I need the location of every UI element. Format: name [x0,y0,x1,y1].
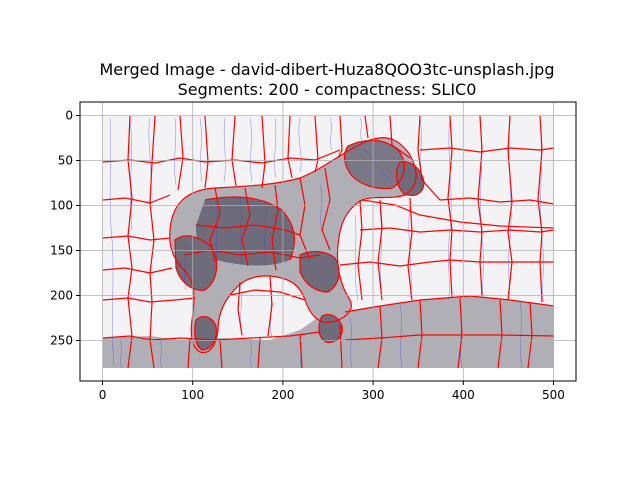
segment-boundaries [103,116,554,368]
dark-segment-3 [344,140,405,189]
x-tick-label: 0 [99,388,107,402]
axes-frame [79,101,577,382]
axis-ticks [76,115,554,385]
x-tick-labels: 0 100 200 300 400 500 [99,388,565,402]
title-line-1: Merged Image - david-dibert-Huza8QOO3tc-… [100,60,555,79]
dark-segment-5 [194,316,217,350]
x-tick-label: 300 [362,388,385,402]
y-tick-label: 100 [50,199,73,213]
segmented-image [103,116,554,368]
title-line-2: Segments: 200 - compactness: SLIC0 [178,80,477,99]
y-tick-label: 50 [58,154,73,168]
y-tick-label: 0 [65,109,73,123]
y-tick-label: 250 [50,334,73,348]
x-tick-label: 200 [271,388,294,402]
x-tick-label: 500 [542,388,565,402]
y-tick-label: 150 [50,244,73,258]
y-tick-label: 200 [50,289,73,303]
x-tick-label: 400 [452,388,475,402]
dark-segment-7 [396,161,424,196]
x-tick-label: 100 [181,388,204,402]
dark-segment-4 [300,251,340,292]
dark-segment-6 [318,314,343,343]
grid-lines [80,102,576,381]
y-tick-labels: 0 50 100 150 200 250 [50,109,73,348]
